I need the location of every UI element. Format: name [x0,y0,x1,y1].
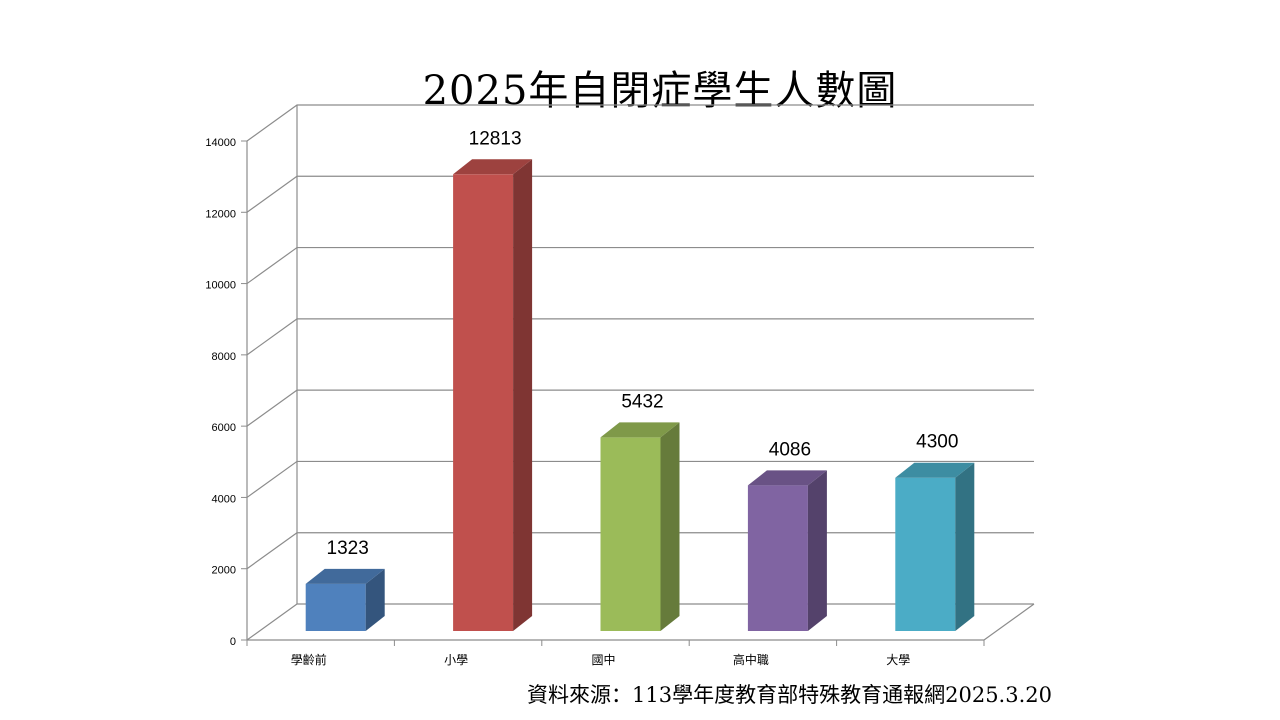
x-tick-label: 學齡前 [291,652,327,667]
bar [747,485,808,631]
bar-top [600,422,680,438]
x-tick-label: 高中職 [733,652,769,667]
bar [305,583,366,631]
gridlines [246,104,1034,641]
x-tick-label: 大學 [886,653,910,667]
bar-side [365,568,385,631]
bar-top [305,568,385,584]
y-tick-label: 12000 [205,208,236,220]
gridline [246,175,1034,213]
gridline [246,246,1034,285]
data-label: 12813 [469,128,522,149]
gridline [246,318,1034,356]
bar-side [660,422,680,631]
y-tick-label: 6000 [212,422,236,434]
data-label: 4086 [769,439,811,460]
data-label: 5432 [621,391,663,412]
bar-side [513,159,533,631]
bars [305,159,975,631]
chart-title: 2025年自閉症學生人數圖 [422,68,898,114]
y-tick-label: 4000 [212,493,236,505]
axes [241,140,1035,646]
y-tick-label: 14000 [205,137,236,149]
y-tick-label: 0 [230,636,236,648]
bar [895,477,956,631]
y-tick-label: 8000 [212,351,236,363]
y-tick-label: 10000 [205,280,236,292]
bar-top [895,462,975,478]
x-tick-label: 小學 [444,653,468,667]
bar [453,174,514,631]
x-tick-label: 國中 [591,652,615,667]
labels: 0 2000 4000 6000 8000 10000 12000 14000 1323 學齡前 1… [205,128,958,667]
data-label: 1323 [327,538,369,559]
bar-side [807,470,827,631]
y-tick-label: 2000 [212,565,236,577]
data-label: 4300 [916,432,958,453]
bar-top [747,470,827,486]
bar-side [955,462,975,631]
source-note: 資料來源：113學年度教育部特殊教育通報網2025.3.20 [527,683,1052,707]
gridline [246,104,1034,142]
bar-top [453,159,533,175]
bar [600,437,661,631]
